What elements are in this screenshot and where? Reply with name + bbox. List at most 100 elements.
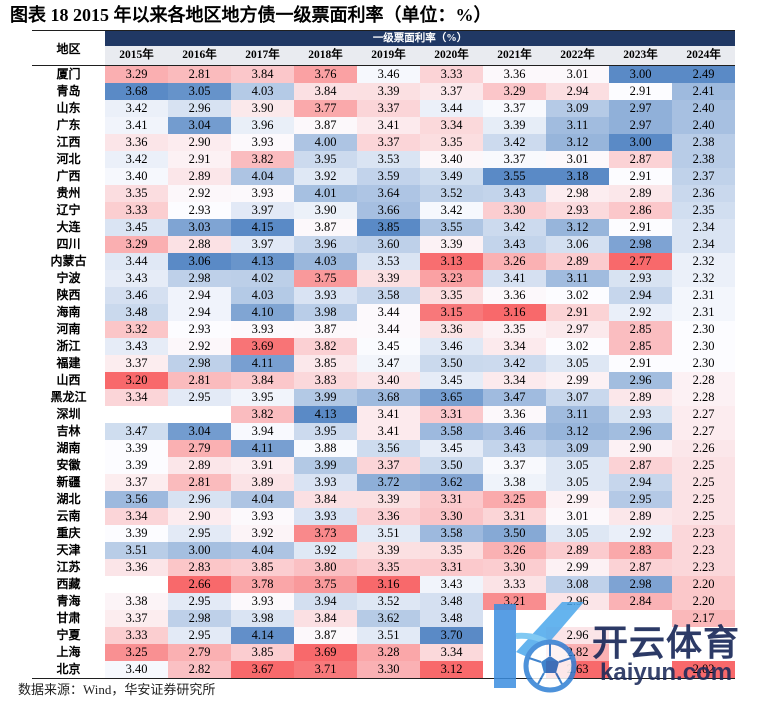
rate-cell: 3.87 bbox=[294, 219, 357, 236]
region-name: 宁波 bbox=[32, 270, 105, 287]
rate-cell: 2.93 bbox=[609, 270, 672, 287]
rate-cell: 3.25 bbox=[483, 491, 546, 508]
rate-cell: 4.03 bbox=[231, 83, 294, 100]
rate-cell: 2.95 bbox=[168, 593, 231, 610]
rate-cell: 2.94 bbox=[168, 287, 231, 304]
rate-cell: 2.97 bbox=[546, 321, 609, 338]
rate-cell: 3.44 bbox=[357, 304, 420, 321]
rate-cell: 3.93 bbox=[231, 134, 294, 151]
rate-cell: 3.50 bbox=[420, 355, 483, 372]
rate-cell: 3.36 bbox=[483, 406, 546, 423]
rate-cell: 3.37 bbox=[483, 100, 546, 117]
rate-cell: 3.40 bbox=[105, 661, 168, 679]
table-row: 广西 3.40 2.89 4.04 3.92 3.59 3.49 3.55 3.18 2.91 2.… bbox=[32, 168, 736, 185]
region-name: 江苏 bbox=[32, 559, 105, 576]
rate-cell: 2.90 bbox=[168, 508, 231, 525]
rate-cell: 2.93 bbox=[546, 202, 609, 219]
rate-cell: 3.35 bbox=[420, 287, 483, 304]
rate-cell: 3.37 bbox=[105, 355, 168, 372]
rate-cell: 3.46 bbox=[483, 423, 546, 440]
rate-cell: 2.40 bbox=[672, 117, 736, 134]
rate-cell: 2.35 bbox=[672, 202, 736, 219]
rate-cell: 3.82 bbox=[231, 406, 294, 423]
rate-cell: 3.00 bbox=[609, 65, 672, 83]
rate-cell: 3.47 bbox=[357, 355, 420, 372]
rate-cell: 3.08 bbox=[546, 576, 609, 593]
rate-cell: 2.23 bbox=[672, 542, 736, 559]
rate-cell: 3.26 bbox=[483, 542, 546, 559]
rate-cell: 3.83 bbox=[294, 372, 357, 389]
rate-cell: 3.34 bbox=[483, 372, 546, 389]
rate-cell: 3.01 bbox=[546, 151, 609, 168]
rate-cell: 2.23 bbox=[672, 525, 736, 542]
rate-cell: 3.78 bbox=[231, 576, 294, 593]
rate-cell: 2.89 bbox=[609, 185, 672, 202]
table-row: 海南 3.48 2.94 4.10 3.98 3.44 3.15 3.16 2.91 2.92 2.… bbox=[32, 304, 736, 321]
rate-cell: 4.11 bbox=[231, 440, 294, 457]
rate-cell: 3.13 bbox=[420, 253, 483, 270]
rate-cell: 3.45 bbox=[105, 219, 168, 236]
rate-cell: 2.30 bbox=[672, 355, 736, 372]
rate-cell: 3.35 bbox=[357, 559, 420, 576]
table-row: 黑龙江 3.34 2.95 3.95 3.99 3.68 3.65 3.47 3.07 2.89 2… bbox=[32, 389, 736, 406]
rate-cell bbox=[483, 661, 546, 679]
region-name: 四川 bbox=[32, 236, 105, 253]
rate-cell: 2.28 bbox=[672, 372, 736, 389]
rate-cell: 3.68 bbox=[105, 83, 168, 100]
rate-cell: 3.52 bbox=[420, 185, 483, 202]
rate-cell: 3.29 bbox=[105, 236, 168, 253]
region-name: 福建 bbox=[32, 355, 105, 372]
rate-cell: 2.94 bbox=[609, 287, 672, 304]
rate-cell: 3.84 bbox=[294, 610, 357, 627]
table-row: 厦门 3.29 2.81 3.84 3.76 3.46 3.33 3.36 3.01 3.00 2.… bbox=[32, 65, 736, 83]
rate-cell: 3.90 bbox=[231, 100, 294, 117]
rate-cell: 2.84 bbox=[609, 593, 672, 610]
table-row: 江苏 3.36 2.83 3.85 3.80 3.35 3.31 3.30 2.99 2.87 2.… bbox=[32, 559, 736, 576]
rate-cell: 3.75 bbox=[294, 576, 357, 593]
rate-cell: 3.87 bbox=[294, 117, 357, 134]
rate-cell: 3.33 bbox=[420, 65, 483, 83]
rate-cell: 3.95 bbox=[231, 389, 294, 406]
rate-cell: 2.83 bbox=[168, 559, 231, 576]
rate-cell: 3.02 bbox=[546, 287, 609, 304]
rate-cell: 3.07 bbox=[546, 389, 609, 406]
table-row: 河南 3.32 2.93 3.93 3.87 3.44 3.36 3.35 2.97 2.85 2.… bbox=[32, 321, 736, 338]
rate-cell: 3.38 bbox=[483, 474, 546, 491]
rate-cell: 2.28 bbox=[672, 389, 736, 406]
rate-cell: 3.46 bbox=[357, 65, 420, 83]
rate-cell: 2.96 bbox=[609, 423, 672, 440]
rate-cell: 3.37 bbox=[483, 457, 546, 474]
rate-cell: 2.23 bbox=[672, 559, 736, 576]
rate-cell: 3.04 bbox=[168, 117, 231, 134]
rate-cell: 4.14 bbox=[231, 627, 294, 644]
rate-cell: 3.44 bbox=[420, 100, 483, 117]
rate-cell: 3.04 bbox=[168, 423, 231, 440]
rate-cell: 3.73 bbox=[294, 525, 357, 542]
rate-cell: 3.55 bbox=[420, 219, 483, 236]
rate-cell: 3.72 bbox=[357, 474, 420, 491]
rate-cell: 2.96 bbox=[546, 627, 609, 644]
region-name: 上海 bbox=[32, 644, 105, 661]
rate-cell: 3.98 bbox=[294, 304, 357, 321]
region-name: 天津 bbox=[32, 542, 105, 559]
rate-cell: 3.62 bbox=[420, 474, 483, 491]
rate-cell: 3.47 bbox=[483, 389, 546, 406]
rate-cell: 3.06 bbox=[546, 236, 609, 253]
rate-cell: 2.98 bbox=[168, 610, 231, 627]
rate-cell: 3.47 bbox=[105, 423, 168, 440]
rate-cell: 3.64 bbox=[357, 185, 420, 202]
rate-cell: 3.11 bbox=[546, 117, 609, 134]
rate-cell: 3.39 bbox=[357, 491, 420, 508]
rate-cell: 2.63 bbox=[546, 661, 609, 679]
rate-cell: 3.35 bbox=[105, 185, 168, 202]
rate-cell: 3.42 bbox=[483, 219, 546, 236]
rate-cell: 2.93 bbox=[168, 321, 231, 338]
rate-cell: 3.25 bbox=[105, 644, 168, 661]
rate-cell: 2.91 bbox=[609, 219, 672, 236]
rate-cell bbox=[483, 610, 546, 627]
rate-cell: 3.88 bbox=[294, 440, 357, 457]
rate-cell bbox=[672, 644, 736, 661]
rate-cell: 3.30 bbox=[483, 202, 546, 219]
rate-cell: 4.13 bbox=[294, 406, 357, 423]
rate-cell bbox=[105, 576, 168, 593]
